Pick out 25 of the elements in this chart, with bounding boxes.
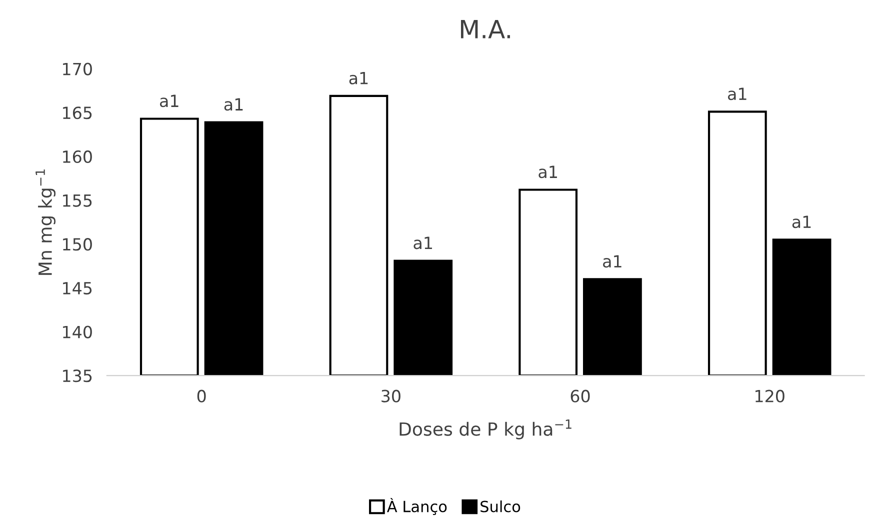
y-tick-label: 170 [63, 62, 92, 76]
data-label: a1 [728, 88, 746, 100]
y-tick-label: 135 [63, 370, 92, 382]
x-axis-title: Doses de P kg ha$^{−1}$ [400, 420, 572, 440]
y-tick-label: 150 [63, 238, 92, 251]
y-tick-label: 140 [63, 326, 92, 338]
chart-title: M.A. [460, 20, 510, 38]
y-tick-label: 145 [63, 282, 92, 294]
data-label: a1 [792, 216, 811, 228]
x-tick-label: 120 [756, 390, 784, 402]
data-label: a1 [603, 255, 622, 268]
y-tick-label: 160 [63, 150, 92, 163]
y-axis-title: Mn mg kg$^{−1}$ [36, 170, 56, 275]
legend-label: À Lanço [386, 498, 447, 516]
data-label: a1 [349, 72, 368, 84]
data-label: a1 [224, 98, 243, 111]
x-tick-label: 0 [197, 390, 206, 402]
y-tick-label: 165 [63, 106, 92, 120]
x-tick-label: 60 [570, 390, 590, 402]
y-tick-label: 155 [63, 194, 92, 207]
data-label: a1 [160, 94, 178, 108]
data-label: a1 [538, 166, 557, 178]
data-label: a1 [414, 236, 432, 250]
legend-label: Sulco [480, 500, 520, 512]
x-tick-label: 30 [382, 390, 400, 402]
